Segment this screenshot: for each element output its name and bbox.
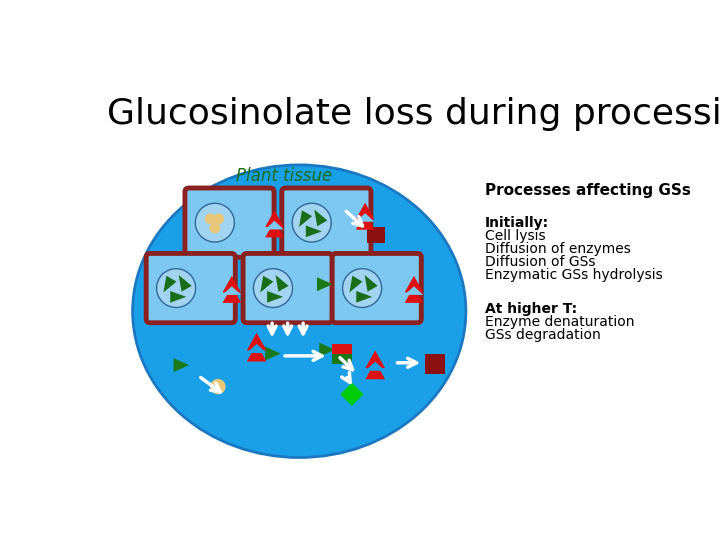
Polygon shape	[247, 333, 266, 350]
Text: Enzyme denaturation: Enzyme denaturation	[485, 315, 635, 329]
Polygon shape	[267, 291, 283, 302]
Polygon shape	[405, 286, 423, 295]
Text: Diffusion of enzymes: Diffusion of enzymes	[485, 242, 631, 256]
Text: Processes affecting GSs: Processes affecting GSs	[485, 183, 691, 198]
Polygon shape	[247, 344, 266, 362]
Bar	[367, 226, 384, 244]
Text: GSs degradation: GSs degradation	[485, 328, 601, 342]
Polygon shape	[170, 291, 186, 302]
Polygon shape	[222, 286, 241, 303]
FancyBboxPatch shape	[243, 253, 332, 323]
Polygon shape	[341, 383, 364, 406]
Text: Enzymatic GSs hydrolysis: Enzymatic GSs hydrolysis	[485, 268, 663, 282]
Polygon shape	[319, 343, 335, 357]
FancyBboxPatch shape	[332, 253, 421, 323]
Text: Plant tissue: Plant tissue	[235, 167, 332, 185]
Polygon shape	[356, 202, 374, 219]
Text: At higher T:: At higher T:	[485, 302, 577, 316]
Polygon shape	[365, 362, 385, 371]
Ellipse shape	[132, 165, 466, 457]
Polygon shape	[222, 286, 241, 295]
Polygon shape	[356, 213, 374, 222]
Polygon shape	[365, 350, 385, 368]
Circle shape	[213, 213, 224, 224]
Polygon shape	[306, 226, 322, 237]
Polygon shape	[349, 276, 362, 293]
Bar	[332, 345, 352, 364]
Circle shape	[210, 222, 220, 233]
Circle shape	[253, 269, 292, 307]
Polygon shape	[265, 221, 284, 230]
Bar	[425, 354, 445, 374]
Polygon shape	[265, 211, 284, 227]
Circle shape	[343, 269, 382, 307]
Text: Diffusion of GSs: Diffusion of GSs	[485, 255, 595, 269]
Polygon shape	[317, 277, 333, 291]
Polygon shape	[174, 358, 189, 372]
Polygon shape	[364, 275, 378, 292]
Polygon shape	[179, 275, 192, 292]
Polygon shape	[276, 275, 289, 292]
Polygon shape	[314, 210, 328, 226]
Polygon shape	[265, 221, 284, 238]
Polygon shape	[365, 362, 385, 379]
Circle shape	[292, 203, 331, 242]
Circle shape	[156, 269, 196, 307]
Polygon shape	[265, 347, 281, 361]
FancyBboxPatch shape	[282, 188, 371, 257]
Polygon shape	[247, 344, 266, 353]
Polygon shape	[222, 276, 241, 293]
Polygon shape	[405, 276, 423, 293]
Circle shape	[204, 213, 215, 224]
Bar	[332, 354, 352, 364]
Polygon shape	[261, 276, 274, 293]
Text: Glucosinolate loss during processing: Glucosinolate loss during processing	[107, 97, 720, 131]
Polygon shape	[405, 286, 423, 303]
Polygon shape	[299, 211, 312, 227]
Polygon shape	[163, 276, 176, 293]
FancyBboxPatch shape	[146, 253, 235, 323]
Circle shape	[210, 379, 225, 394]
Polygon shape	[356, 291, 372, 302]
Circle shape	[195, 203, 235, 242]
Text: Cell lysis: Cell lysis	[485, 229, 546, 243]
Text: Initially:: Initially:	[485, 215, 549, 230]
FancyBboxPatch shape	[185, 188, 274, 257]
Polygon shape	[356, 213, 374, 230]
